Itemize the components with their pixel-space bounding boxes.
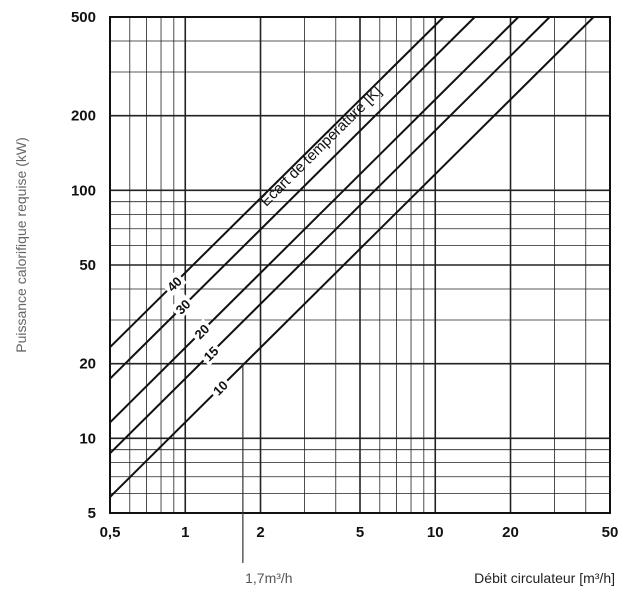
y-tick-label: 100 [71, 182, 96, 199]
plot-frame [109, 16, 611, 514]
series-label-bg [197, 340, 224, 367]
series-label-bg [161, 271, 187, 297]
grid [109, 16, 611, 514]
y-tick-labels: 5 10 20 50 100 200 500 [71, 9, 96, 522]
series-line-10 [109, 16, 595, 498]
x-tick-label: 1 [181, 524, 189, 541]
x-tick-label: 10 [427, 524, 444, 541]
x-axis-label: Débit circulateur [m³/h] [474, 570, 615, 586]
x-tick-label: 5 [356, 524, 364, 541]
y-tick-label: 5 [88, 505, 96, 522]
series-label-bg [170, 293, 196, 320]
x-tick-label: 2 [256, 524, 264, 541]
y-axis-label: Puissance calorifique requise (kW) [13, 137, 29, 353]
series-label-bg [188, 318, 215, 345]
series-line-30 [109, 16, 476, 380]
marker-label: 1,7m³/h [245, 570, 292, 586]
y-tick-label: 10 [79, 430, 96, 447]
x-tick-label: 50 [602, 524, 619, 541]
x-tick-label: 0,5 [100, 524, 121, 541]
y-tick-label: 50 [79, 257, 96, 274]
series-label-bg [207, 375, 233, 401]
series-line-15 [109, 16, 551, 455]
y-tick-label: 500 [71, 9, 96, 26]
x-tick-labels: 0,5 1 2 5 10 20 50 [100, 524, 619, 541]
series-lines [109, 16, 595, 498]
y-tick-label: 200 [71, 108, 96, 125]
series-line-40 [109, 16, 445, 348]
y-tick-label: 20 [79, 356, 96, 373]
x-tick-label: 20 [502, 524, 519, 541]
series-line-20 [109, 16, 520, 424]
